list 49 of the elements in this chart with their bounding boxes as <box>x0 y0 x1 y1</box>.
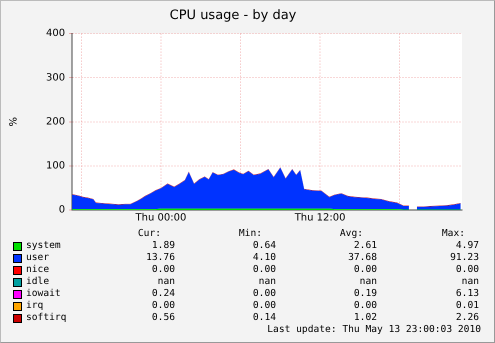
text: 0.14 <box>252 312 276 323</box>
y-tick-label: 100 <box>46 160 66 172</box>
y-axis-title: % <box>8 117 20 127</box>
y-tick-label: 0 <box>58 204 66 216</box>
text: 0.00 <box>252 264 276 275</box>
text: nan <box>158 276 175 287</box>
legend-label: idle <box>26 276 50 287</box>
text: 2.26 <box>456 312 479 323</box>
text: 37.68 <box>348 252 377 263</box>
text: Last update: Thu May 13 23:00:03 2010 <box>267 324 481 335</box>
text: nan <box>462 276 479 287</box>
text: 13.76 <box>146 252 175 263</box>
text: 0.64 <box>252 240 276 251</box>
text: 0.00 <box>456 264 479 275</box>
chart-title: CPU usage - by day <box>170 8 297 24</box>
text: nan <box>258 276 276 287</box>
text: 0.00 <box>152 300 175 311</box>
legend-label: softirq <box>26 312 66 323</box>
x-tick-label: Thu 00:00 <box>134 212 186 224</box>
text: 0.00 <box>354 264 377 275</box>
text: 0.24 <box>152 288 175 299</box>
text: 4.97 <box>456 240 479 251</box>
text: 1.89 <box>152 240 175 251</box>
text: Max: <box>442 228 465 239</box>
text: 0.00 <box>152 264 175 275</box>
y-tick-label: 400 <box>46 28 66 40</box>
text: 6.13 <box>456 288 479 299</box>
text: 0.00 <box>354 300 377 311</box>
text: 2.61 <box>354 240 377 251</box>
text: 91.23 <box>450 252 479 263</box>
legend-label: user <box>26 252 50 263</box>
text: Cur: <box>138 228 161 239</box>
text: 0.00 <box>252 300 276 311</box>
text: 4.10 <box>252 252 276 263</box>
legend-label: irq <box>26 300 44 311</box>
text: Min: <box>238 228 262 239</box>
legend-label: iowait <box>26 288 61 299</box>
legend-label: system <box>26 240 61 251</box>
text: Avg: <box>340 228 363 239</box>
legend-label: nice <box>26 264 50 275</box>
y-tick-label: 300 <box>46 72 66 84</box>
text: nan <box>360 276 377 287</box>
x-tick-label: Thu 12:00 <box>294 212 346 224</box>
text: 0.56 <box>152 312 175 323</box>
text: 0.01 <box>456 300 479 311</box>
text: 0.19 <box>354 288 377 299</box>
text: 0.00 <box>252 288 276 299</box>
text: 1.02 <box>354 312 377 323</box>
y-tick-label: 200 <box>46 116 66 128</box>
